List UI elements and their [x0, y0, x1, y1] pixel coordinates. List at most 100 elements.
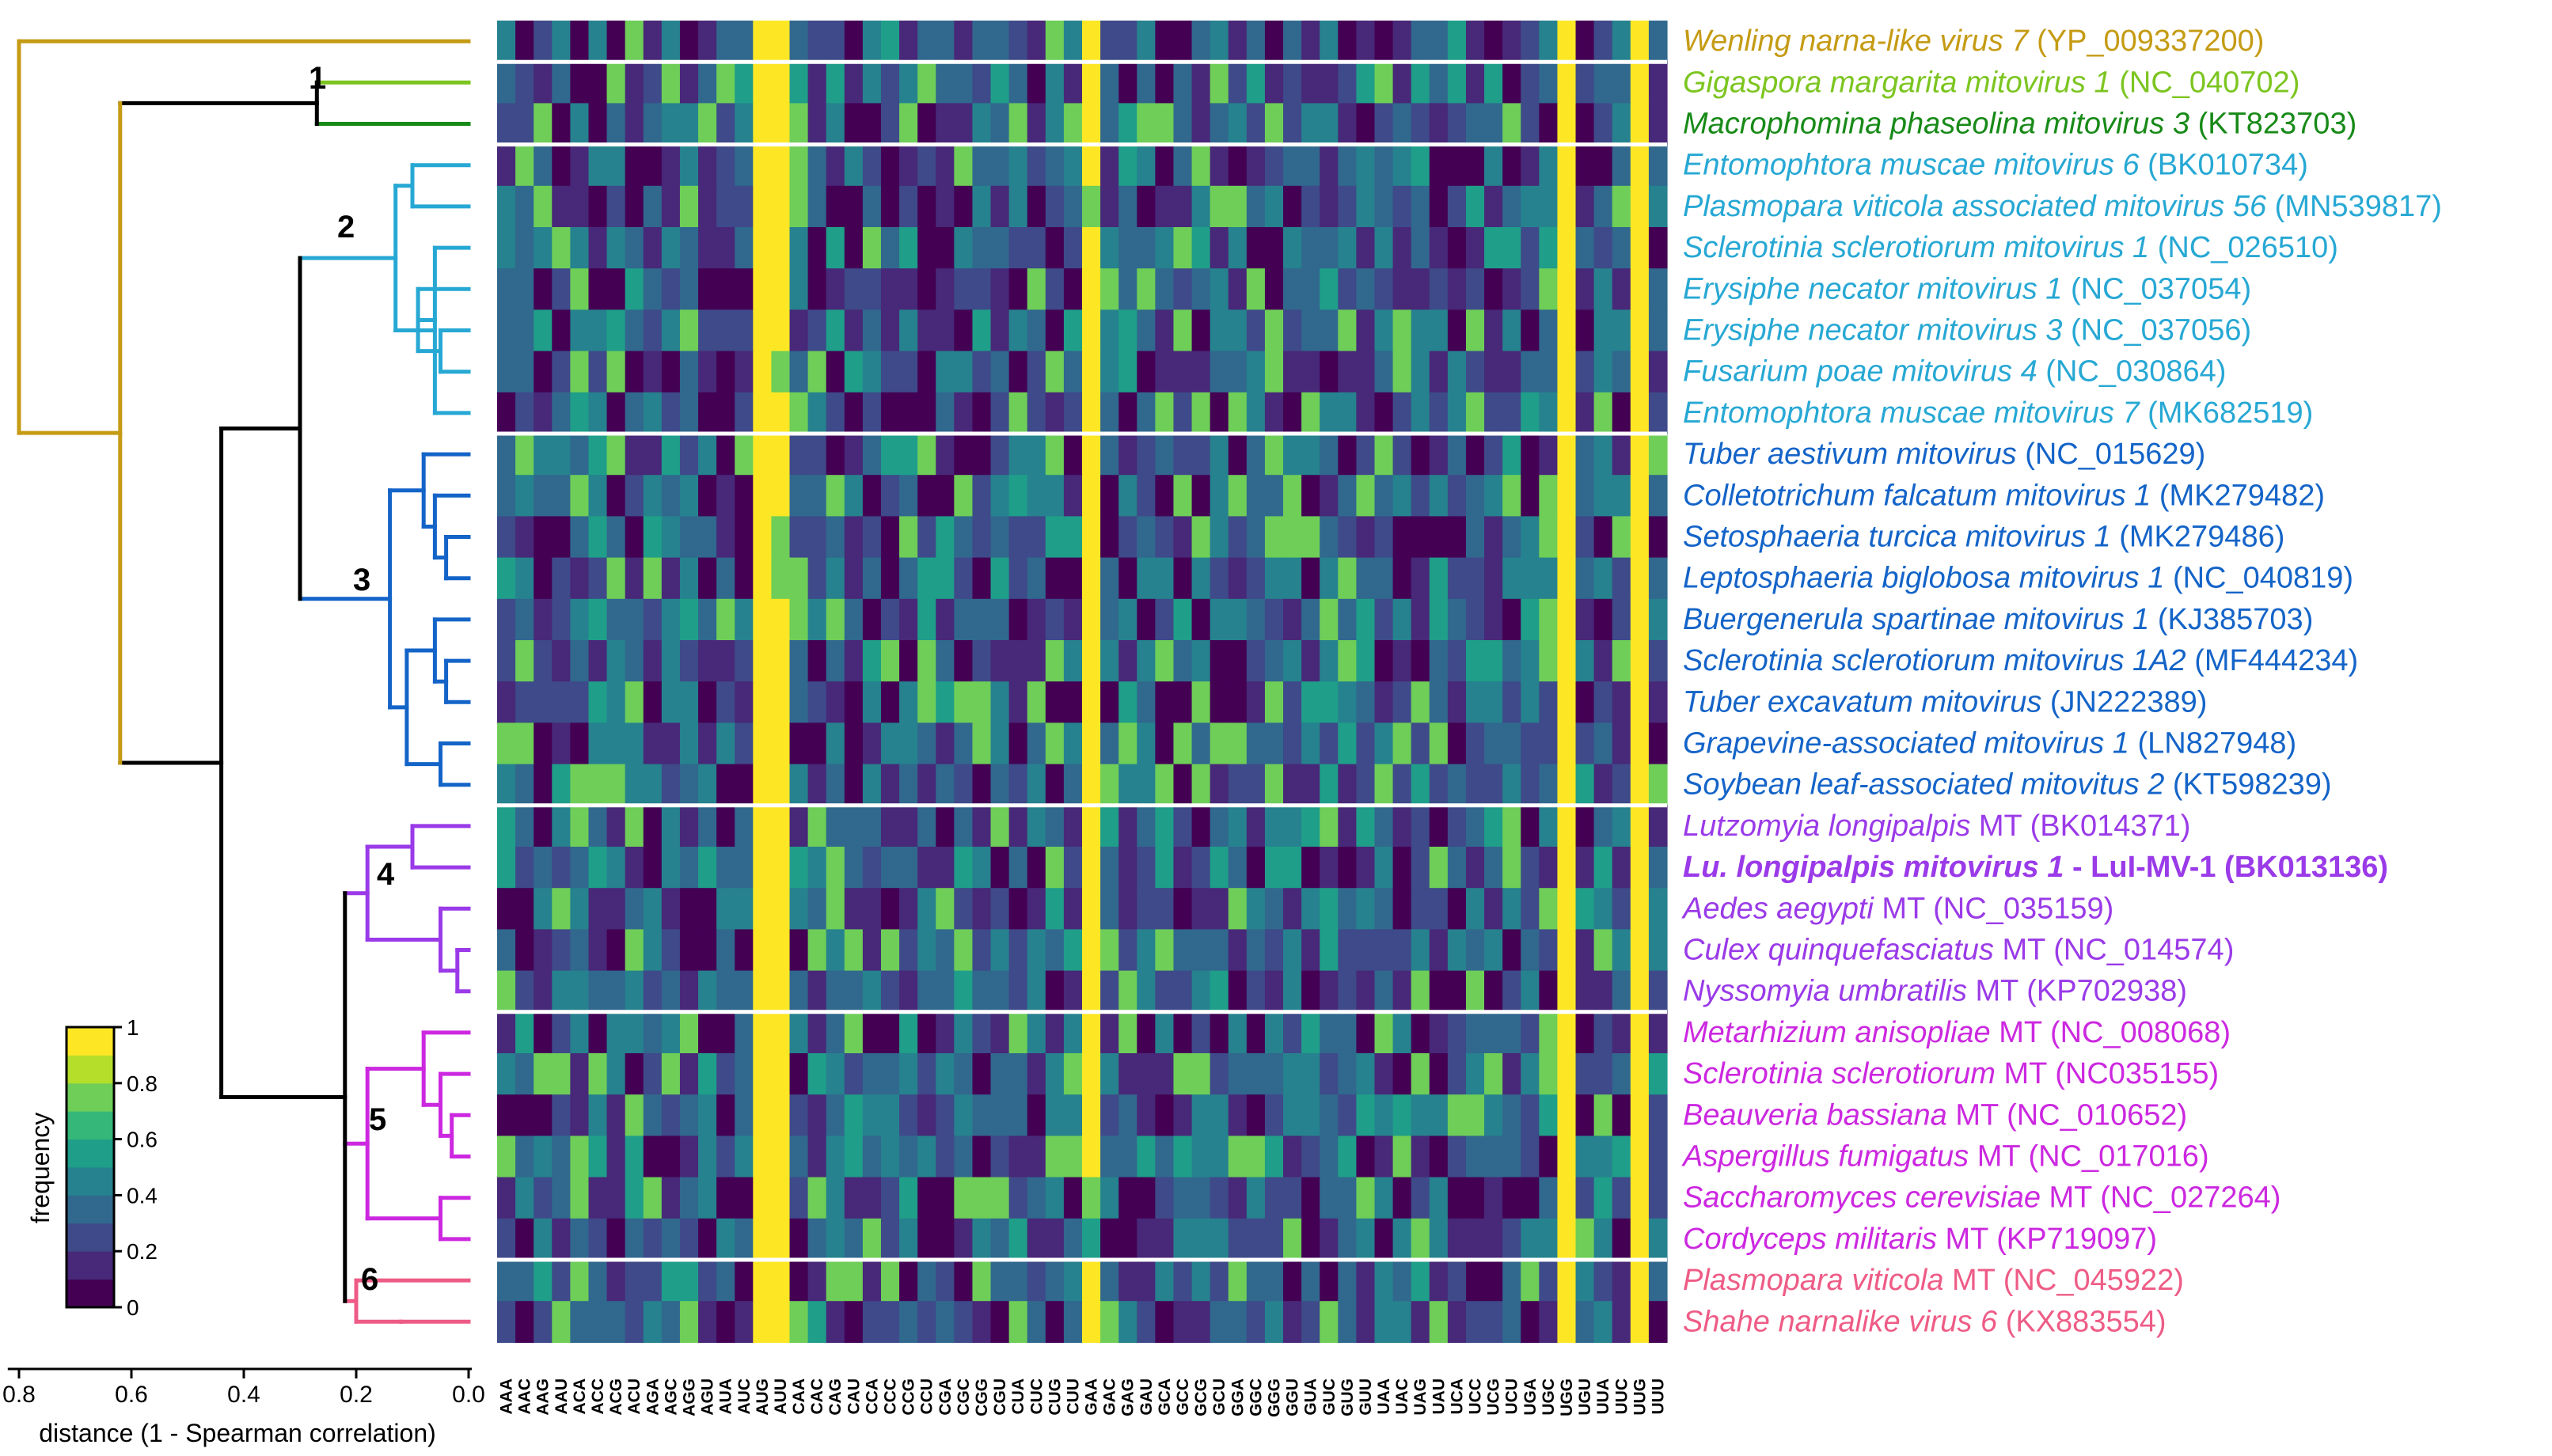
heatmap-cell [1320, 805, 1339, 847]
heatmap-cell [862, 640, 882, 682]
heatmap-cell [954, 722, 974, 765]
heatmap-cell [1137, 1136, 1156, 1178]
heatmap-cell [807, 1301, 827, 1343]
heatmap-cell [880, 1094, 900, 1136]
heatmap-cell [1045, 1011, 1065, 1054]
heatmap-cell [497, 1011, 516, 1054]
heatmap-cell [1630, 805, 1650, 847]
heatmap-cell [807, 970, 827, 1013]
heatmap-cell [1246, 929, 1266, 972]
colorbar-label: frequency [26, 1113, 55, 1224]
heatmap-cell [1228, 722, 1248, 765]
heatmap-cell [1484, 475, 1503, 517]
heatmap-cell [625, 1177, 644, 1219]
heatmap-cell [1374, 970, 1394, 1013]
heatmap-cell [1612, 929, 1631, 972]
heatmap-cell [1027, 888, 1046, 930]
heatmap-cell [1411, 1094, 1430, 1136]
heatmap-cell [1155, 309, 1175, 352]
heatmap-cell [1063, 764, 1083, 806]
heatmap-cell [954, 1177, 974, 1219]
heatmap-cell [625, 227, 644, 269]
heatmap-cell [1521, 144, 1540, 187]
heatmap-cell [534, 1301, 553, 1343]
heatmap-cell [826, 1011, 845, 1054]
heatmap-cell [1521, 21, 1540, 63]
heatmap-cell [1392, 1177, 1412, 1219]
heatmap-cell [1557, 103, 1577, 146]
heatmap-cell [844, 21, 864, 63]
heatmap-cell [899, 475, 918, 517]
heatmap-cell [1411, 1218, 1430, 1261]
heatmap-cell [1593, 1094, 1613, 1136]
heatmap-cell [1191, 1301, 1211, 1343]
codon-label: GUU [1357, 1378, 1375, 1416]
heatmap-cell [789, 268, 809, 310]
heatmap-cell [1593, 929, 1613, 972]
heatmap-cell [771, 681, 791, 723]
heatmap-cell [753, 227, 772, 269]
heatmap-cell [1356, 1011, 1376, 1054]
heatmap-cell [1521, 1177, 1540, 1219]
heatmap-cell [1374, 268, 1394, 310]
heatmap-cell [1392, 103, 1412, 146]
heatmap-cell [625, 21, 644, 63]
heatmap-cell [1374, 1301, 1394, 1343]
heatmap-cell [1539, 847, 1559, 889]
heatmap-cell [552, 970, 571, 1013]
heatmap-cell [1447, 227, 1467, 269]
heatmap-cell [1155, 640, 1175, 682]
heatmap-cell [1191, 268, 1211, 310]
heatmap-cell [771, 1301, 791, 1343]
heatmap-cell [1063, 309, 1083, 352]
heatmap-cell [643, 722, 663, 765]
row-label: Buergenerula spartinae mitovirus 1 (KJ38… [1683, 603, 2313, 636]
heatmap-cell [1575, 598, 1595, 641]
heatmap-cell [661, 351, 681, 393]
heatmap-cell [625, 970, 644, 1013]
heatmap-cell [698, 1094, 717, 1136]
row-label: Metarhizium anisopliae MT (NC_008068) [1683, 1016, 2231, 1049]
heatmap-cell [1137, 185, 1156, 228]
heatmap-cell [1100, 1053, 1119, 1095]
heatmap-cell [1264, 1053, 1284, 1095]
heatmap-cell [1155, 722, 1175, 765]
heatmap-cell [753, 1094, 772, 1136]
heatmap-cell [1008, 722, 1028, 765]
dendrogram-axis-tick-label: 0.0 [452, 1382, 485, 1408]
heatmap-cell [1374, 1218, 1394, 1261]
heatmap-cell [880, 970, 900, 1013]
heatmap-cell [643, 598, 663, 641]
heatmap-cell [1228, 62, 1248, 104]
heatmap-cell [1630, 598, 1650, 641]
heatmap-cell [1465, 681, 1485, 723]
heatmap-cell [1264, 144, 1284, 187]
heatmap-cell [534, 557, 553, 600]
clade-label: 6 [361, 1262, 378, 1297]
heatmap-cell [588, 1301, 608, 1343]
heatmap-cell [515, 144, 534, 187]
heatmap-cell [1173, 722, 1193, 765]
heatmap-cell [1137, 970, 1156, 1013]
heatmap-cell [807, 929, 827, 972]
heatmap-cell [1392, 888, 1412, 930]
heatmap-cell [1465, 805, 1485, 847]
heatmap-cell [826, 185, 845, 228]
heatmap-cell [1374, 1260, 1394, 1302]
heatmap-cell [606, 1177, 626, 1219]
heatmap-cell [1063, 185, 1083, 228]
heatmap-cell [1082, 1053, 1101, 1095]
heatmap-cell [1465, 1260, 1485, 1302]
heatmap-cell [807, 1094, 827, 1136]
heatmap-cell [880, 516, 900, 559]
heatmap-cell [1411, 1177, 1430, 1219]
heatmap-cell [515, 557, 534, 600]
heatmap-cell [735, 475, 754, 517]
heatmap-cell [1191, 227, 1211, 269]
heatmap-cell [1575, 640, 1595, 682]
codon-label: CAC [808, 1378, 826, 1415]
heatmap-cell [1228, 351, 1248, 393]
heatmap-cell [1557, 434, 1577, 476]
heatmap-cell [643, 62, 663, 104]
